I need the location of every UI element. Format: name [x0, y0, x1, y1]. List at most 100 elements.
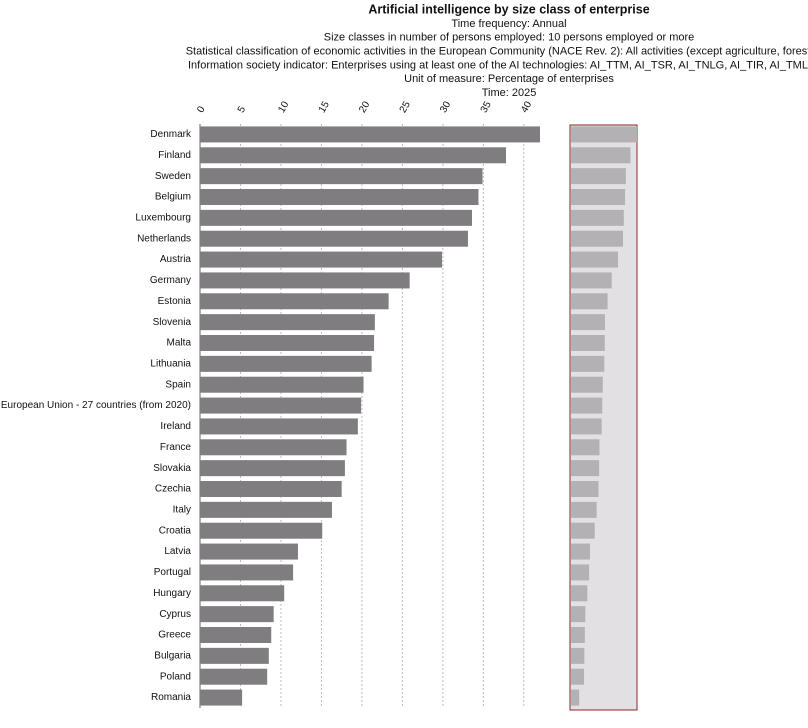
y-tick-label: European Union - 27 countries (from 2020… [1, 400, 191, 411]
overview-bar [571, 522, 595, 539]
overview-bar [571, 209, 624, 226]
bar [200, 627, 272, 643]
overview-bar [571, 501, 597, 518]
overview-bar [571, 627, 585, 643]
plot: 0 5 10 15 20 25 30 35 40 Denmark Finland Sweden Belg… [1, 99, 540, 708]
y-tick-label: Malta [167, 338, 192, 349]
bar [200, 418, 358, 435]
bar [200, 189, 479, 205]
y-tick-label: Croatia [159, 525, 192, 536]
bar [200, 355, 372, 372]
bar [200, 376, 364, 393]
bar [200, 689, 243, 706]
bar [200, 293, 389, 310]
overview-bar [571, 668, 585, 685]
y-tick-label: Estonia [158, 296, 192, 307]
overview-bar [571, 439, 600, 456]
bar [200, 585, 285, 602]
subtitle: Size classes in number of persons employ… [324, 32, 695, 44]
subtitle: Unit of measure: Percentage of enterpris… [404, 73, 614, 85]
bar [200, 543, 298, 560]
overview-bar [571, 543, 591, 560]
overview-bar [571, 147, 631, 164]
x-tick-label: 0 [195, 104, 208, 115]
y-tick-label: Cyprus [159, 609, 191, 620]
bar [200, 668, 268, 685]
overview-bar [571, 689, 580, 706]
y-tick-label: Bulgaria [154, 650, 191, 661]
y-tick-label: Slovenia [153, 317, 192, 328]
subtitles: Time frequency: Annual Size classes in nu… [186, 18, 808, 99]
y-tick-label: Luxembourg [135, 212, 191, 223]
bar [200, 272, 410, 289]
y-tick-label: Denmark [150, 129, 192, 140]
bar [200, 564, 294, 581]
overview-bar [571, 376, 603, 393]
overview-bar [571, 189, 626, 205]
y-tick-label: Ireland [160, 421, 191, 432]
subtitle: Information society indicator: Enterpris… [188, 59, 808, 71]
bar [200, 335, 375, 351]
y-tick-label: Germany [150, 275, 191, 286]
bar [200, 439, 347, 456]
x-tick-label: 30 [438, 99, 453, 115]
x-tick-label: 5 [236, 104, 249, 115]
bar [200, 147, 506, 164]
y-tick-label: Netherlands [137, 233, 191, 244]
bar [200, 522, 323, 539]
y-tick-label: Sweden [155, 171, 191, 182]
y-tick-label: Portugal [154, 567, 191, 578]
overview-bar [571, 126, 637, 143]
y-tick-label: Czechia [155, 484, 192, 495]
bar [200, 481, 342, 497]
bar [200, 314, 375, 331]
y-tick-label: Austria [160, 254, 192, 265]
overview-bar [571, 606, 586, 623]
overview-bar [571, 168, 626, 185]
y-tick-label: Italy [173, 504, 191, 515]
x-tick-label: 35 [479, 99, 494, 115]
overview-bar [571, 230, 624, 247]
overview-bar [571, 481, 599, 497]
chart-title: Artificial intelligence by size class of… [368, 2, 649, 16]
bar [200, 647, 269, 664]
bar [200, 209, 472, 226]
y-tick-label: Finland [158, 150, 191, 161]
overview-bar [571, 585, 588, 602]
overview-bar [571, 335, 605, 351]
overview-bar [571, 647, 585, 664]
y-tick-label: Lithuania [150, 358, 191, 369]
overview-bar [571, 397, 603, 414]
bar [200, 230, 468, 247]
x-tick-label: 15 [317, 99, 332, 115]
bar [200, 126, 540, 143]
overview-bar [571, 355, 605, 372]
overview-bar [571, 418, 602, 435]
y-tick-label: Greece [158, 630, 191, 641]
x-tick-label: 40 [519, 99, 534, 115]
x-tick-label: 20 [357, 99, 372, 115]
overview-bar [571, 251, 618, 268]
subtitle: Statistical classification of economic a… [186, 46, 808, 58]
bar [200, 251, 443, 268]
overview-bar [571, 314, 605, 331]
subtitle: Time: 2025 [482, 87, 537, 99]
overview-bar [571, 564, 590, 581]
bar [200, 460, 345, 477]
y-tick-label: Slovakia [153, 463, 191, 474]
y-tick-label: Poland [160, 671, 191, 682]
x-tick-label: 10 [276, 99, 291, 115]
y-tick-label: Belgium [155, 192, 191, 203]
x-tick-label: 25 [398, 99, 413, 115]
overview-bar [571, 293, 608, 310]
overview [571, 126, 637, 706]
subtitle: Time frequency: Annual [451, 18, 566, 30]
y-tick-label: France [160, 442, 192, 453]
bar [200, 501, 332, 518]
bar [200, 397, 362, 414]
y-tick-label: Spain [165, 379, 191, 390]
overview-bar [571, 272, 612, 289]
overview-bar [571, 460, 600, 477]
bar [200, 168, 483, 185]
